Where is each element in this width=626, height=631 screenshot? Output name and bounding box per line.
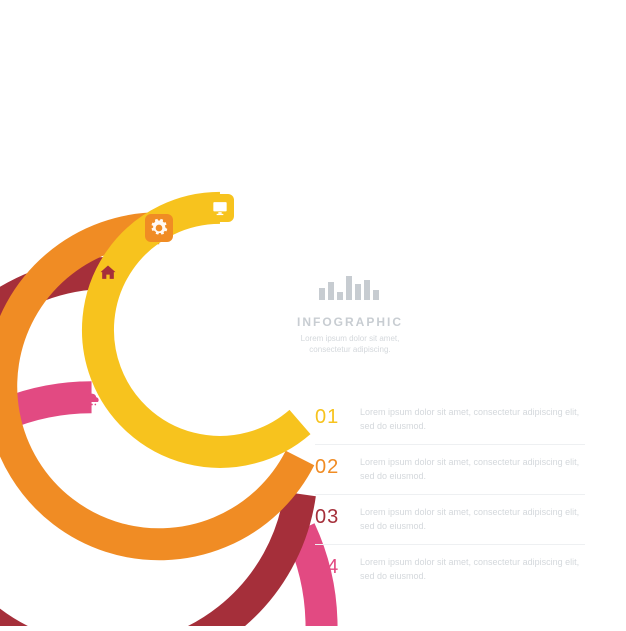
list-text: Lorem ipsum dolor sit amet, consectetur … [360,506,585,533]
arc-label-0: 82% [287,62,313,77]
arc-label-2: 73% [287,134,313,149]
center-subtitle: Lorem ipsum dolor sit amet, consectetur … [280,333,420,355]
gear-icon [145,214,173,242]
arc-label-1: 69% [287,98,313,113]
list-number: 03 [315,506,360,529]
list-number: 02 [315,456,360,479]
cloud-icon [78,383,106,411]
list-item: 03Lorem ipsum dolor sit amet, consectetu… [315,495,585,545]
list-text: Lorem ipsum dolor sit amet, consectetur … [360,406,585,433]
list-text: Lorem ipsum dolor sit amet, consectetur … [360,456,585,483]
center-title: INFOGRAPHIC [280,315,420,329]
list-number: 04 [315,556,360,579]
list-number: 01 [315,406,360,429]
legend-list: 01Lorem ipsum dolor sit amet, consectetu… [315,395,585,594]
center-block: INFOGRAPHIC Lorem ipsum dolor sit amet, … [280,270,420,355]
list-item: 01Lorem ipsum dolor sit amet, consectetu… [315,395,585,445]
list-text: Lorem ipsum dolor sit amet, consectetur … [360,556,585,583]
monitor-icon [206,194,234,222]
home-icon [94,259,122,287]
mini-bar-chart-icon [315,270,385,304]
list-item: 04Lorem ipsum dolor sit amet, consectetu… [315,545,585,594]
arc-label-3: 60% [287,170,313,185]
arc-ring-3 [98,208,300,452]
list-item: 02Lorem ipsum dolor sit amet, consectetu… [315,445,585,495]
